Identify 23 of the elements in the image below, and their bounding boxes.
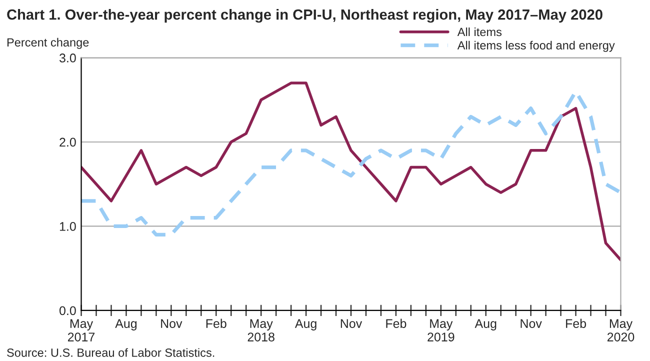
y-tick-label: 3.0 bbox=[59, 54, 76, 62]
x-tick-label: Feb bbox=[206, 318, 226, 328]
x-tick-label: Feb bbox=[386, 318, 406, 328]
x-tick-label: Feb bbox=[566, 318, 586, 328]
x-tick-label: May 2019 bbox=[428, 319, 454, 342]
x-tick-label: Aug bbox=[474, 319, 496, 330]
y-tick-label: 0.0 bbox=[60, 306, 76, 316]
legend-label: All items less food and energy bbox=[457, 40, 615, 52]
x-tick-label: May 2018 bbox=[248, 319, 274, 342]
source-note: Source: U.S. Bureau of Labor Statistics. bbox=[7, 348, 214, 357]
x-tick-label: Nov bbox=[340, 319, 362, 328]
x-tick-label: Nov bbox=[161, 319, 182, 328]
x-tick-label: Aug bbox=[115, 319, 137, 330]
chart-title: Chart 1. Over-the-year percent change in CPI-U, Northeast region, May 2017–May 2020 bbox=[7, 9, 602, 23]
x-tick-label: Nov bbox=[520, 319, 542, 328]
x-tick-label: May 2017 bbox=[68, 319, 95, 342]
legend-label: All items bbox=[457, 27, 502, 36]
y-axis-title: Percent change bbox=[7, 38, 89, 49]
y-tick-label: 1.0 bbox=[60, 222, 76, 231]
line-series bbox=[81, 82, 621, 262]
x-tick-label: May 2020 bbox=[607, 319, 634, 342]
y-tick-label: 2.0 bbox=[60, 138, 76, 147]
x-tick-label: Aug bbox=[294, 319, 316, 330]
